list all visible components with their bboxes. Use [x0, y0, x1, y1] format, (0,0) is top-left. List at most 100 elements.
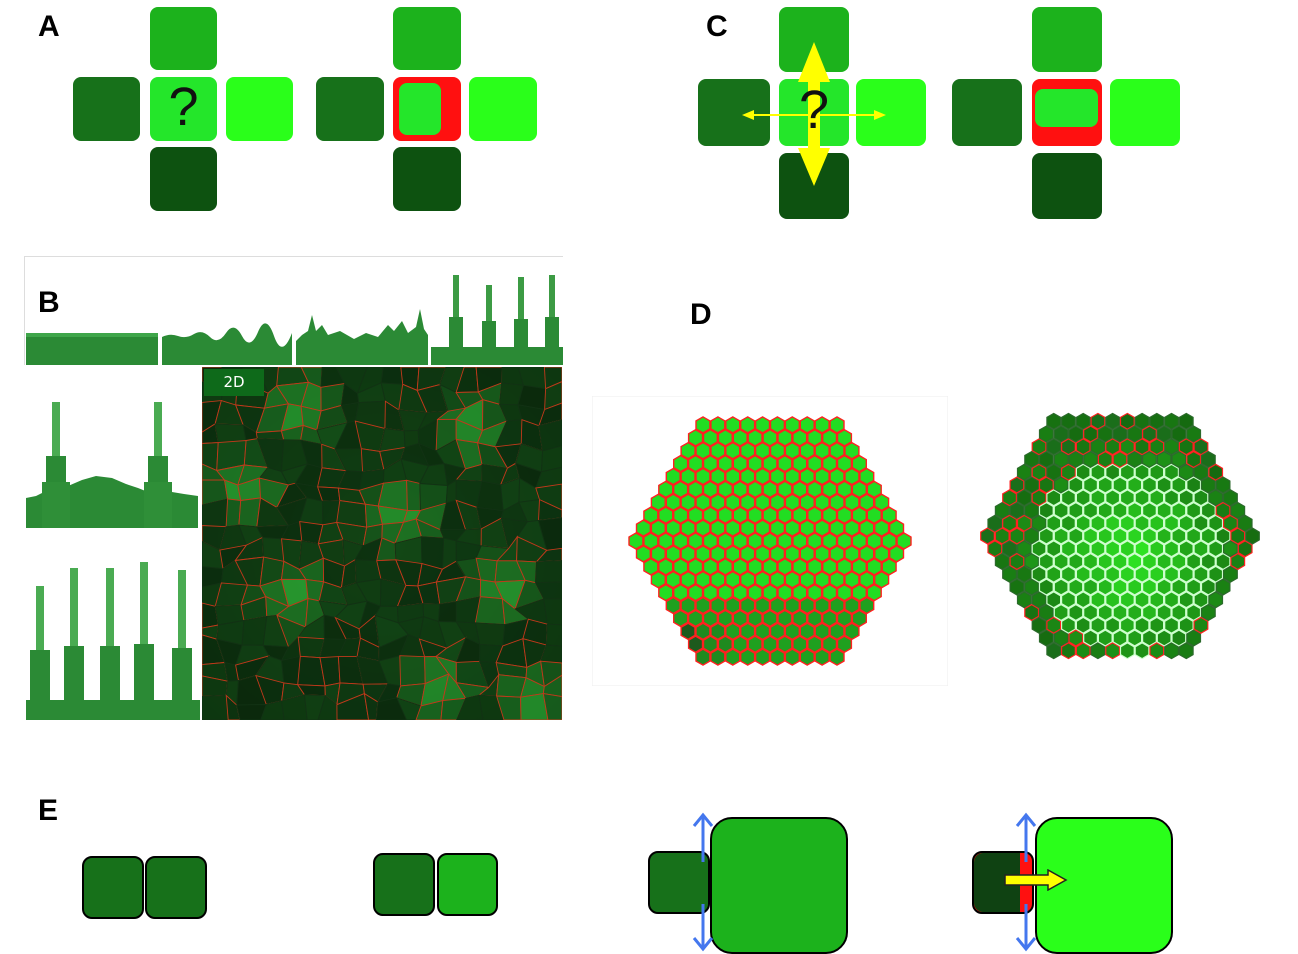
hex-cell	[1068, 476, 1084, 494]
hex-cell	[1134, 565, 1150, 583]
hex-cell	[784, 441, 801, 460]
hex-cell	[866, 532, 882, 550]
hex-cell	[1060, 642, 1076, 660]
hex-cell	[717, 428, 733, 447]
hex-cell	[1223, 540, 1238, 558]
hex-cell	[1142, 578, 1157, 596]
hex-cell	[1075, 514, 1091, 532]
tissue-cell	[537, 517, 562, 551]
hex-cell	[769, 545, 786, 563]
hex-cell	[754, 416, 771, 434]
hex-cell	[821, 635, 838, 654]
hex-cell	[851, 506, 867, 525]
hex-cell	[732, 454, 748, 473]
hex-cell	[1223, 514, 1238, 532]
hex-cell	[1083, 501, 1098, 520]
tissue-cell	[214, 423, 247, 444]
hex-cell	[1156, 552, 1172, 571]
blue-double-arrow-icon	[692, 812, 714, 952]
hex-cell	[1068, 527, 1084, 545]
cell-large	[710, 817, 848, 954]
hex-cell	[994, 501, 1010, 520]
hex-cell	[762, 635, 778, 654]
hex-cell	[844, 519, 860, 537]
hex-cell	[1186, 578, 1202, 596]
hex-cell	[1105, 591, 1121, 609]
tissue-cell	[440, 697, 467, 720]
hex-cell	[762, 532, 778, 550]
hex-cell	[1215, 578, 1231, 596]
hex-cell	[1186, 476, 1202, 494]
hex-cell	[777, 454, 793, 473]
hex-cell	[739, 441, 756, 460]
hex-cell	[687, 480, 704, 499]
hex-cell	[643, 557, 659, 576]
hex-cell	[1178, 463, 1194, 481]
hex-cell	[1164, 616, 1179, 634]
hex-cell	[836, 557, 853, 576]
tissue-cell	[260, 700, 285, 720]
tissue-cell	[336, 692, 370, 720]
hex-cell	[665, 493, 681, 512]
hex-cell	[994, 552, 1010, 571]
hex-cell	[1156, 527, 1172, 545]
hex-cell	[754, 467, 771, 486]
hex-cell	[1112, 629, 1128, 647]
tissue-cell	[535, 547, 562, 563]
hex-cell	[994, 527, 1010, 545]
hex-cell	[1119, 565, 1135, 583]
hex-cell	[1038, 450, 1054, 469]
hex-cell	[799, 467, 815, 486]
hex-cell	[881, 557, 897, 576]
hex-cell	[1009, 476, 1025, 494]
tissue-cell	[520, 693, 549, 720]
hex-cell	[732, 583, 748, 602]
hex-cell	[1009, 578, 1025, 596]
hex-cell	[650, 545, 666, 563]
hex-cell	[1090, 489, 1106, 507]
hex-cell	[851, 557, 867, 576]
tissue-cell	[225, 694, 241, 720]
tissue-cell	[534, 560, 562, 584]
hex-cell	[829, 596, 845, 615]
hex-cell	[821, 506, 838, 525]
hex-cell	[1016, 514, 1032, 532]
hex-cell	[665, 570, 681, 589]
tissue-cell	[474, 596, 506, 626]
hex-cell	[725, 622, 741, 641]
hex-cell	[1046, 565, 1062, 583]
hex-cell	[725, 467, 741, 486]
hex-cell	[792, 557, 808, 576]
hex-cell	[1119, 412, 1135, 430]
hex-cell	[821, 532, 838, 550]
hex-cell	[1090, 616, 1106, 634]
hex-cell	[821, 557, 838, 576]
hex-cell	[1193, 591, 1209, 609]
hex-cell	[1149, 591, 1165, 609]
hex-cell	[754, 545, 771, 563]
hex-cell	[1083, 450, 1098, 469]
hex-cell	[658, 532, 674, 550]
hex-cell	[1031, 540, 1047, 558]
hex-cell	[695, 648, 711, 666]
cell-right	[1110, 79, 1180, 146]
hex-cell	[1046, 540, 1062, 558]
hex-cell	[1215, 476, 1231, 494]
hex-cell	[1208, 540, 1224, 558]
hex-cell	[836, 609, 853, 628]
hex-cell	[710, 493, 726, 512]
hex-cell	[725, 648, 741, 666]
hex-cell	[1075, 540, 1091, 558]
hex-cell	[836, 635, 853, 654]
hex-cell	[1112, 450, 1128, 469]
hex-cell	[799, 493, 815, 512]
hex-cell	[769, 416, 786, 434]
hex-cell	[829, 545, 845, 563]
hex-cell	[710, 596, 726, 615]
hex-cell	[1068, 450, 1084, 469]
hex-cell	[672, 532, 689, 550]
hex-cell	[792, 454, 808, 473]
hex-cell	[1097, 552, 1113, 571]
hex-cell	[762, 506, 778, 525]
hex-cell	[710, 416, 726, 434]
